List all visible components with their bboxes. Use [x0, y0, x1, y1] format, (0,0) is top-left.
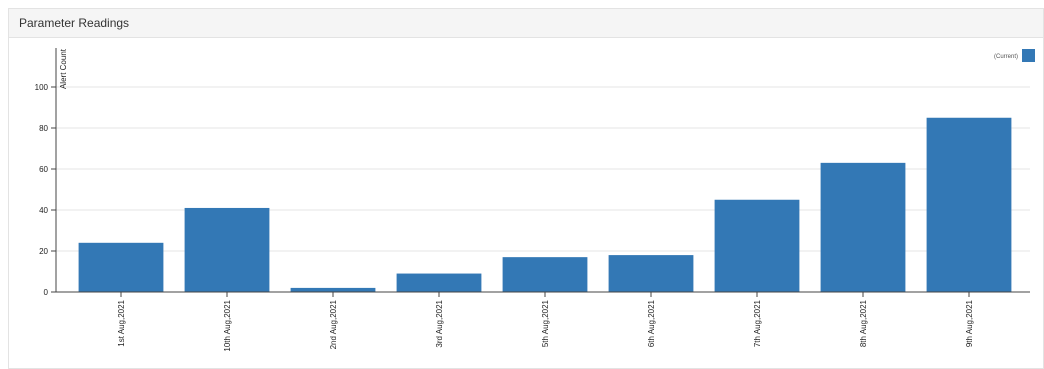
- x-tick-label: 10th Aug,2021: [223, 299, 232, 351]
- x-tick-label: 1st Aug,2021: [117, 299, 126, 346]
- y-ticks: 0 20 40 60 80 100: [35, 83, 56, 297]
- bars: [78, 117, 1012, 292]
- panel-title: Parameter Readings: [19, 16, 130, 30]
- legend-label: (Current): [994, 54, 1018, 60]
- x-ticks: 1st Aug,2021 10th Aug,2021 2nd Aug,2021 3rd…: [117, 292, 974, 352]
- bar[interactable]: [184, 207, 270, 292]
- x-tick-label: 6th Aug,2021: [647, 299, 656, 347]
- bar[interactable]: [820, 162, 906, 292]
- y-tick-label: 40: [39, 206, 48, 215]
- legend: (Current): [994, 49, 1035, 62]
- bar[interactable]: [396, 273, 482, 292]
- bar[interactable]: [926, 117, 1012, 292]
- y-tick-label: 60: [39, 165, 48, 174]
- y-tick-label: 80: [39, 124, 48, 133]
- bar[interactable]: [608, 255, 694, 292]
- y-tick-label: 20: [39, 247, 48, 256]
- bar[interactable]: [502, 257, 588, 292]
- y-axis-label: Alert Count: [59, 48, 68, 89]
- x-tick-label: 9th Aug,2021: [965, 299, 974, 347]
- y-tick-label: 0: [44, 288, 49, 297]
- bar[interactable]: [290, 287, 376, 292]
- bar[interactable]: [78, 242, 164, 292]
- x-tick-label: 3rd Aug,2021: [435, 299, 444, 347]
- x-tick-label: 8th Aug,2021: [859, 299, 868, 347]
- panel-header: Parameter Readings: [9, 9, 1043, 38]
- x-tick-label: 2nd Aug,2021: [329, 299, 338, 349]
- x-tick-label: 5th Aug,2021: [541, 299, 550, 347]
- bar[interactable]: [714, 199, 800, 292]
- x-tick-label: 7th Aug,2021: [753, 299, 762, 347]
- legend-swatch: [1022, 49, 1035, 62]
- y-tick-label: 100: [35, 83, 49, 92]
